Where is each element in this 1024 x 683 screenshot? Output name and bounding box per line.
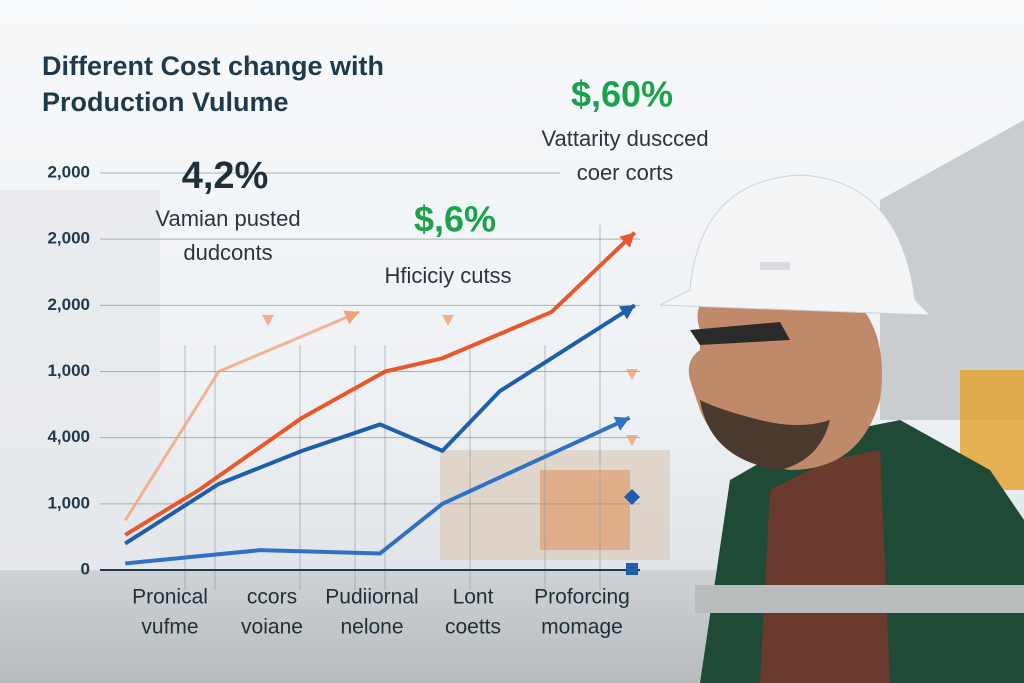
x-tick-label: Proforcing [534,586,630,609]
arrow-head [618,305,635,320]
marker [262,315,274,326]
line-series [124,231,637,537]
x-tick-label: Pronical [132,586,208,609]
y-tick-label: 0 [81,559,90,578]
x-tick-label: momage [541,616,623,639]
annotation: coer corts [577,160,674,185]
x-tick-label: nelone [340,616,403,639]
arrow-head [343,310,360,325]
annotation: $,60% [571,74,673,115]
x-tick-label: coetts [445,616,501,639]
y-tick-label: 1,000 [47,361,90,380]
title: Different Cost change with Production Vu… [42,51,384,117]
annotation: dudconts [183,240,272,265]
y-tick-label: 2,000 [47,295,90,314]
line-series [123,310,360,522]
marker [626,369,638,380]
chart-title: Different Cost change with [42,51,384,81]
y-tick-label: 2,000 [47,229,90,248]
marker [626,435,638,446]
x-tick-label: Lont [453,586,494,609]
y-tick-label: 4,000 [47,427,90,446]
y-tick-label: 2,000 [47,162,90,181]
annotation: Vamian pusted [155,206,300,231]
marker [626,563,638,575]
worker [659,174,1024,683]
x-tick-label: Pudiiornal [325,586,418,609]
line-series [125,415,631,566]
annotation: $,6% [414,199,496,240]
x-tick-label: voiane [241,616,303,639]
annotation: Vattarity duscced [541,126,708,151]
chart: 0 1,000 4,000 1,000 2,000 2,000 2,000 Pronical v… [47,74,708,639]
x-tick-label: vufme [141,616,198,639]
chart-title: Production Vulume [42,87,289,117]
arrow-head [613,416,630,431]
line-series [124,303,636,546]
marker [442,315,454,326]
annotation: 4,2% [182,155,269,197]
arrow-head [619,232,635,248]
y-tick-label: 1,000 [47,493,90,512]
x-tick-label: ccors [247,586,297,609]
marker [624,489,640,505]
annotation: Hficiciy cutss [384,263,511,288]
